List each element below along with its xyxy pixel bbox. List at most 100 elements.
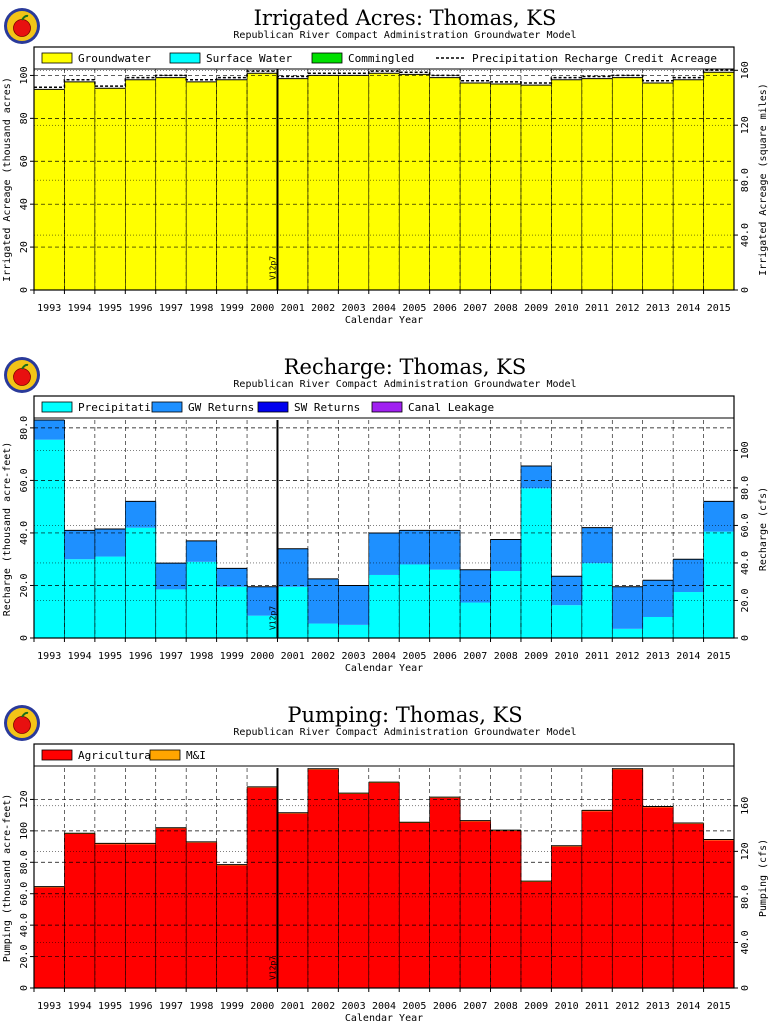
left-tick-label: 100 [19,66,30,84]
bar-agricultural-1998 [186,842,218,988]
bar-gw-returns-2014 [673,559,705,593]
right-tick-label: 100 [740,441,751,459]
x-axis-label: Calendar Year [345,663,423,674]
x-tick-label: 2001 [281,651,305,662]
x-tick-label: 2009 [524,1001,548,1012]
x-tick-label: 2000 [250,651,274,662]
right-tick-label: 160 [740,61,751,79]
right-tick-label: 40.0 [740,223,751,247]
legend-swatch [41,749,73,761]
legend-label: Precipitation Recharge Credit Acreage [472,52,717,65]
bar-precipitation-1996 [125,527,157,638]
x-tick-label: 2013 [646,1001,670,1012]
x-tick-label: 1998 [189,1001,213,1012]
chart-subtitle: Republican River Compact Administration … [233,727,576,738]
x-tick-label: 1995 [98,1001,122,1012]
left-tick-label: 120 [19,790,30,808]
bar-precipitation-2001 [277,586,309,638]
legend-label: M&I [186,749,206,762]
right-tick-label: 20.0 [740,588,751,612]
bar-agricultural-2006 [429,797,461,988]
x-tick-label: 2008 [494,303,518,314]
x-tick-label: 2002 [311,303,335,314]
bar-precipitation-2005 [399,564,431,638]
bar-agricultural-2001 [277,813,309,988]
x-tick-label: 2007 [463,303,487,314]
x-tick-label: 1994 [68,1001,92,1012]
bar-precipitation-2003 [338,624,370,638]
bar-gw-returns-2009 [520,465,552,489]
x-tick-label: 2007 [463,1001,487,1012]
apple-logo-icon [4,705,40,741]
x-tick-label: 1994 [68,303,92,314]
plot-frame [33,743,735,989]
y-axis-label-left: Recharge (thousand acre-feet) [2,442,13,617]
plot-frame [33,46,735,291]
left-tick-label: 20.0 [19,945,30,969]
y-axis-label-right: Recharge (cfs) [758,487,768,571]
x-tick-label: 2010 [555,651,579,662]
x-tick-label: 2007 [463,651,487,662]
right-tick-label: 80.0 [740,168,751,192]
bar-gw-returns-1993 [34,420,65,440]
bar-gw-returns-2015 [703,501,735,532]
bar-groundwater-2000 [247,73,278,290]
left-tick-label: 0 [19,985,30,991]
left-tick-label: 40.0 [19,913,30,937]
right-tick-label: 80.0 [740,476,751,500]
bar-agricultural-2013 [642,807,674,988]
bar-groundwater-1998 [186,81,218,291]
x-tick-label: 2005 [402,1001,426,1012]
bar-groundwater-2001 [277,78,309,291]
x-tick-label: 1996 [128,1001,152,1012]
bar-groundwater-2014 [673,79,705,291]
bar-gw-returns-1997 [155,563,187,590]
bar-precipitation-2015 [703,531,735,638]
logo-leaf [21,14,29,21]
chart-subtitle: Republican River Compact Administration … [233,30,576,41]
chart-subtitle: Republican River Compact Administration … [233,379,576,390]
x-tick-label: 2005 [402,303,426,314]
bar-agricultural-2007 [460,821,492,988]
right-tick-label: 40.0 [740,551,751,575]
bar-precipitation-2006 [429,569,461,638]
x-tick-label: 1993 [37,303,61,314]
left-tick-label: 100 [19,822,30,840]
logo-leaf [21,363,29,370]
chart-title: Recharge: Thomas, KS [284,355,527,379]
y-axis-label-right: Pumping (cfs) [758,839,768,917]
legend-swatch [41,52,73,64]
bar-precipitation-1994 [64,559,96,638]
bar-precipitation-1995 [94,556,126,638]
left-tick-label: 80.0 [19,416,30,440]
x-axis-label: Calendar Year [345,1013,423,1024]
legend-swatch [311,52,343,64]
x-tick-label: 2013 [646,651,670,662]
x-tick-label: 1996 [128,651,152,662]
bar-agricultural-2008 [490,830,522,988]
bar-gw-returns-1995 [94,529,126,557]
bar-agricultural-1994 [64,834,96,988]
bar-precipitation-1997 [155,589,187,638]
bar-groundwater-2002 [307,75,339,290]
plot-frame [33,395,735,639]
bar-gw-returns-2002 [307,578,339,624]
right-tick-label: 60.0 [740,513,751,537]
x-tick-label: 1995 [98,303,122,314]
left-tick-label: 60.0 [19,882,30,906]
x-tick-label: 2006 [433,1001,457,1012]
right-tick-label: 160 [740,797,751,815]
x-tick-label: 2004 [372,1001,396,1012]
bar-agricultural-2014 [673,823,705,988]
x-tick-label: 1999 [220,651,244,662]
x-tick-label: 2012 [615,1001,639,1012]
bar-groundwater-1993 [34,89,65,291]
x-tick-label: 2010 [555,1001,579,1012]
x-tick-label: 1998 [189,303,213,314]
legend-swatch [41,401,73,413]
chart-title: Pumping: Thomas, KS [287,703,522,727]
x-tick-label: 2008 [494,651,518,662]
